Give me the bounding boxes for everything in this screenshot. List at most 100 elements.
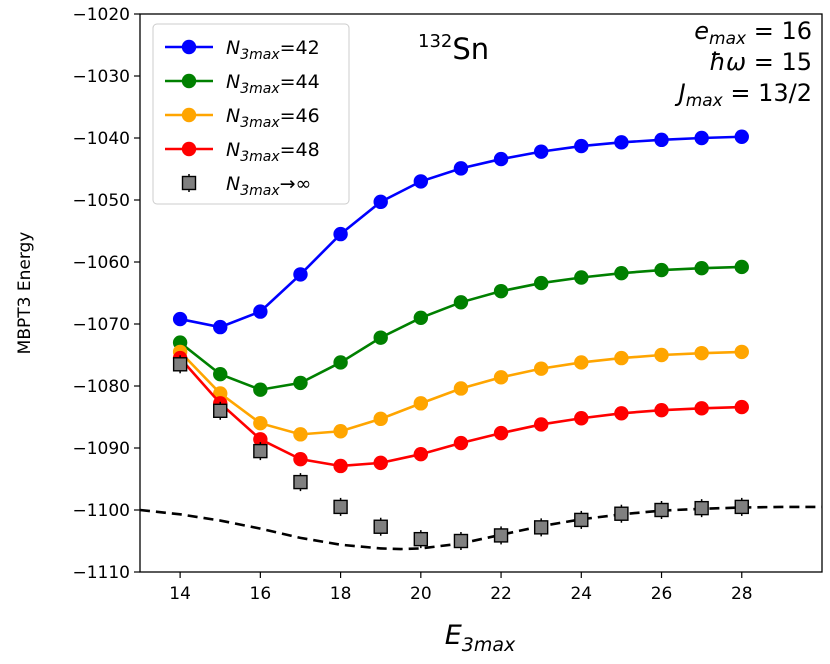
extrapolated-point [694,500,709,516]
extrapolated-point [574,512,589,528]
legend-label: N3max→∞ [226,173,311,199]
data-point [253,416,268,431]
y-tick-label: −1110 [72,563,130,583]
data-point [734,259,749,275]
series-3 [172,350,749,474]
data-point [172,311,188,327]
legend-label-suffix: =46 [280,105,320,127]
y-tick-label: −1030 [72,67,130,87]
x-tick-label: 18 [330,584,352,604]
legend-label: N3max=42 [226,37,320,63]
legend-item: N3max=46 [165,105,320,131]
data-point [333,424,348,439]
legend-marker [181,175,197,191]
series-2 [172,344,749,442]
y-tick-label: −1020 [72,5,130,25]
data-point [453,435,469,451]
param-symbol: J [675,79,686,107]
legend-marker [181,73,197,89]
y-tick-label: −1090 [72,439,130,459]
x-axis-label: E3max [445,620,516,656]
param-symbol: ħω [709,48,746,76]
param-symbol: e [694,17,709,45]
data-point [614,350,629,366]
legend-label-suffix: =44 [280,71,320,93]
data-point [213,319,228,335]
data-point [493,283,509,299]
legend-label: N3max=44 [226,71,320,97]
data-point [413,447,429,462]
data-point [694,130,709,146]
data-point [413,396,429,411]
data-point [453,295,469,310]
data-point [694,345,709,361]
x-tick-label: 26 [651,584,673,604]
x-tick-label: 24 [570,584,592,604]
extrapolated-point [493,528,509,543]
y-tick-label: −1080 [72,377,130,397]
data-point [293,375,308,391]
legend-label-sub: 3max [240,149,280,165]
extrapolated-point [614,506,629,521]
data-point [734,399,749,415]
param-value: = 13/2 [723,79,812,107]
legend-item: N3max=42 [165,37,320,63]
y-axis-label: MBPT3 Energy [15,232,35,355]
data-point [654,347,669,363]
legend-label-main: N [226,105,240,127]
legend-label-main: N [226,139,240,161]
series-layer [172,129,749,474]
data-point [614,265,629,281]
nucleus-label: 132Sn [418,31,489,66]
legend-frame [152,23,350,205]
extrapolated-point [654,502,669,518]
y-tick-label: −1040 [72,129,130,149]
data-point [574,355,589,370]
x-axis-label-sub: 3max [462,634,516,656]
data-point [694,261,709,276]
legend-label-sub: 3max [240,183,280,199]
y-tick-label: −1070 [72,315,130,335]
fit-curve-line [139,505,822,551]
y-tick-label: −1100 [72,501,130,521]
data-point [493,425,509,441]
data-point [574,411,589,426]
legend-item: N3max=48 [165,139,320,165]
series-0 [172,129,749,335]
param-subscript: max [686,91,724,111]
x-tick-label: 20 [410,584,432,604]
extrapolated-point [453,533,469,549]
legend-item: N3max→∞ [181,173,311,199]
extrapolated-point [734,499,749,515]
data-point [413,310,429,325]
legend-marker [181,39,197,55]
legend-label-sub: 3max [240,47,280,63]
extrapolated-point [373,519,388,534]
legend-label: N3max=46 [226,105,320,131]
data-point [574,270,589,285]
extrapolated-point [172,357,188,372]
legend-label-main: N [226,37,240,59]
data-point [654,402,669,418]
param-annotation: ħω = 15 [709,48,812,76]
data-point [333,458,348,474]
data-point [293,267,308,282]
data-point [253,304,268,319]
data-point [574,138,589,154]
extrapolated-point [413,531,429,547]
x-tick-label: 28 [731,584,753,604]
x-axis-label-main: E [445,620,462,651]
legend-label-main: N [226,71,240,93]
data-point [533,361,549,376]
fit-curve-layer [139,505,822,551]
y-tick-label: −1050 [72,191,130,211]
data-point [373,194,388,210]
data-point [253,432,268,447]
extrapolated-layer [172,355,749,550]
param-value: = 15 [746,48,812,76]
param-annotation: Jmax = 13/2 [675,79,812,111]
legend-label-sub: 3max [240,81,280,97]
extrapolated-point [253,443,268,459]
